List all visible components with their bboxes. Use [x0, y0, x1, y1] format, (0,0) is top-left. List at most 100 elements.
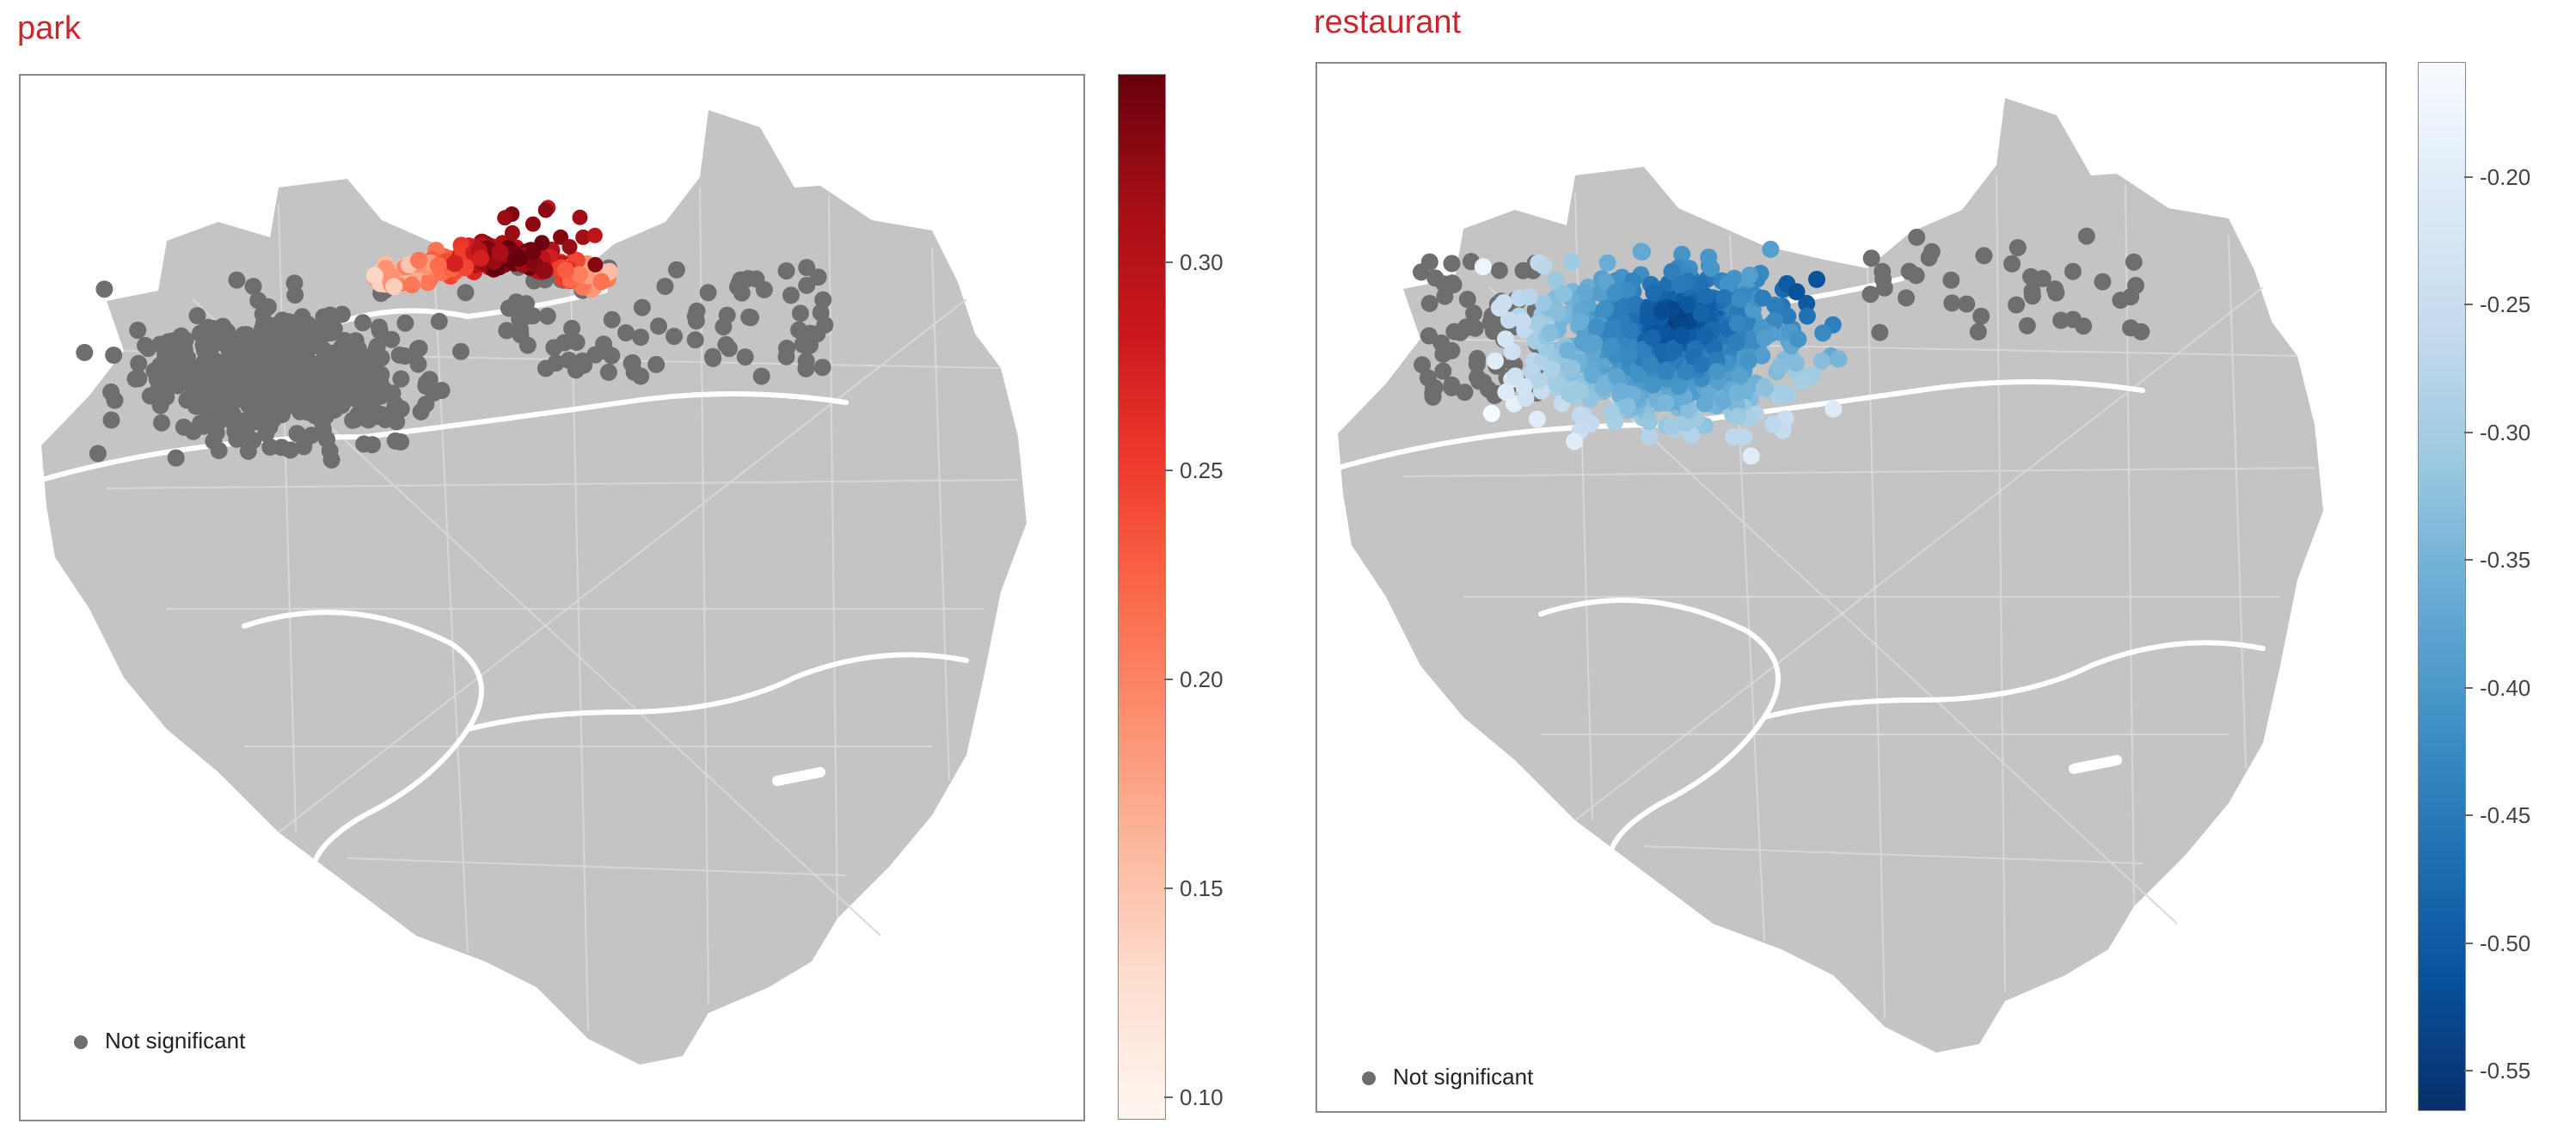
data-point — [1875, 279, 1893, 297]
data-point — [1475, 373, 1493, 391]
data-point — [603, 347, 621, 365]
data-point — [1808, 270, 1825, 288]
data-point — [1474, 258, 1492, 276]
data-point — [137, 336, 154, 354]
data-point — [169, 377, 187, 395]
data-point — [1764, 415, 1782, 433]
data-point — [270, 336, 288, 354]
restaurant-map-frame: Not significant — [1316, 62, 2387, 1113]
data-point — [1563, 253, 1581, 271]
data-point — [647, 355, 665, 373]
data-point — [1657, 394, 1675, 412]
data-point — [633, 298, 651, 316]
data-point — [1497, 383, 1515, 401]
data-point — [1597, 299, 1615, 317]
data-point — [1742, 447, 1760, 465]
data-point — [230, 390, 248, 408]
data-point — [790, 321, 808, 339]
data-point — [1729, 408, 1747, 426]
data-point — [273, 311, 291, 329]
data-point — [792, 304, 809, 322]
data-point — [1762, 240, 1780, 258]
data-point — [507, 293, 525, 311]
data-point — [141, 387, 159, 405]
colorbar-tick-mark — [2464, 175, 2473, 178]
colorbar-tick-mark — [2464, 559, 2473, 562]
data-point — [106, 391, 124, 409]
data-point — [293, 308, 311, 326]
data-point — [1535, 257, 1553, 275]
data-point — [295, 438, 313, 456]
data-point — [1714, 392, 1733, 410]
data-point — [365, 267, 383, 285]
data-point — [1670, 378, 1688, 395]
data-point — [536, 261, 554, 279]
data-point — [1692, 304, 1710, 322]
data-point — [1644, 376, 1662, 394]
data-point — [1528, 410, 1546, 428]
data-point — [1487, 352, 1505, 370]
data-point — [302, 375, 320, 393]
data-point — [1862, 249, 1880, 267]
data-point — [396, 314, 414, 332]
data-point — [777, 262, 795, 279]
data-point — [1812, 352, 1831, 370]
data-point — [1731, 367, 1749, 385]
data-point — [1482, 404, 1500, 422]
data-point — [452, 342, 469, 360]
data-point — [1594, 378, 1612, 396]
data-point — [538, 307, 556, 325]
data-point — [1719, 275, 1737, 293]
data-point — [1794, 372, 1811, 390]
data-point — [686, 308, 704, 326]
data-point — [1572, 313, 1590, 331]
colorbar-tick-label: -0.20 — [2480, 163, 2531, 190]
data-point — [130, 354, 148, 372]
data-point — [322, 451, 340, 469]
colorbar-tick-label: -0.25 — [2480, 292, 2531, 318]
data-point — [586, 227, 603, 243]
data-point — [261, 438, 279, 456]
data-point — [667, 261, 685, 279]
data-point — [1443, 255, 1461, 273]
data-point — [354, 378, 372, 396]
park-title: park — [17, 10, 81, 46]
data-point — [2094, 273, 2112, 291]
data-point — [567, 334, 586, 351]
data-point — [1620, 347, 1638, 365]
data-point — [1443, 341, 1461, 359]
data-point — [715, 318, 733, 336]
data-point — [1787, 354, 1805, 372]
data-point — [812, 304, 830, 322]
data-point — [1515, 378, 1533, 396]
data-point — [1608, 368, 1626, 385]
data-point — [1972, 307, 1990, 325]
data-point — [1768, 299, 1786, 316]
data-point — [228, 271, 246, 289]
data-point — [1673, 327, 1690, 345]
colorbar-tick-mark — [1164, 470, 1173, 472]
data-point — [1771, 357, 1789, 375]
data-point — [385, 278, 403, 296]
colorbar-tick-label: 0.30 — [1180, 249, 1224, 275]
data-point — [656, 278, 674, 295]
data-point — [742, 309, 760, 327]
colorbar-tick-label: -0.50 — [2480, 930, 2531, 956]
data-point — [390, 346, 408, 364]
data-point — [317, 378, 335, 395]
data-point — [534, 235, 550, 251]
data-point — [1942, 271, 1960, 289]
data-point — [244, 278, 262, 296]
colorbar-tick-label: 0.15 — [1180, 875, 1224, 901]
legend-marker — [74, 1035, 88, 1049]
data-point — [239, 442, 257, 460]
data-point — [1825, 400, 1843, 418]
data-point — [1444, 274, 1461, 292]
data-point — [1728, 315, 1746, 333]
colorbar-tick-label: 0.10 — [1180, 1084, 1224, 1110]
data-point — [292, 342, 310, 360]
data-point — [617, 324, 635, 341]
data-point — [537, 359, 555, 378]
data-point — [1898, 289, 1915, 307]
data-point — [2008, 296, 2026, 314]
